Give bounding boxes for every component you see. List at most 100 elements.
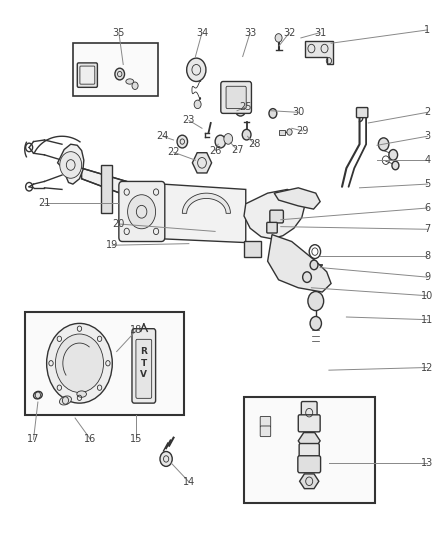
Ellipse shape (33, 391, 42, 399)
Text: 28: 28 (248, 139, 260, 149)
FancyBboxPatch shape (298, 443, 318, 458)
FancyBboxPatch shape (297, 415, 319, 432)
Circle shape (302, 272, 311, 282)
Circle shape (391, 161, 398, 169)
Polygon shape (57, 144, 84, 184)
Text: 7: 7 (423, 224, 430, 235)
Circle shape (177, 135, 187, 148)
Polygon shape (244, 189, 304, 239)
FancyBboxPatch shape (269, 210, 283, 223)
Circle shape (186, 58, 205, 82)
Polygon shape (267, 235, 330, 292)
Circle shape (309, 317, 321, 330)
FancyBboxPatch shape (260, 426, 270, 437)
Text: 15: 15 (130, 434, 142, 445)
Circle shape (378, 138, 388, 151)
Bar (25, 312, 184, 415)
Text: 27: 27 (230, 144, 243, 155)
Text: T: T (140, 359, 147, 368)
Polygon shape (274, 188, 319, 209)
Polygon shape (162, 184, 245, 243)
Bar (73, 43, 158, 96)
Text: 25: 25 (239, 102, 251, 112)
Text: 8: 8 (424, 251, 429, 261)
Text: 12: 12 (420, 362, 433, 373)
Circle shape (60, 152, 81, 178)
Text: 1: 1 (424, 25, 429, 35)
Text: 35: 35 (113, 28, 125, 38)
Text: 9: 9 (424, 272, 429, 282)
Text: 20: 20 (113, 219, 125, 229)
Text: 16: 16 (84, 434, 96, 445)
Text: 5: 5 (423, 179, 430, 189)
Text: 33: 33 (244, 28, 256, 38)
Polygon shape (192, 153, 211, 173)
Circle shape (223, 134, 232, 144)
Polygon shape (279, 130, 285, 135)
FancyBboxPatch shape (300, 401, 316, 418)
FancyBboxPatch shape (356, 108, 367, 118)
Text: 18: 18 (130, 325, 142, 335)
Polygon shape (81, 168, 162, 209)
Text: 6: 6 (424, 203, 429, 213)
Polygon shape (304, 41, 332, 64)
Circle shape (215, 135, 225, 148)
Circle shape (268, 109, 276, 118)
Text: 19: 19 (106, 240, 118, 250)
FancyBboxPatch shape (260, 416, 270, 427)
FancyBboxPatch shape (297, 456, 320, 473)
Polygon shape (299, 474, 318, 489)
FancyBboxPatch shape (226, 86, 246, 109)
Circle shape (127, 195, 155, 229)
Circle shape (309, 260, 317, 270)
Circle shape (132, 82, 138, 90)
Polygon shape (182, 193, 230, 213)
Text: 23: 23 (182, 115, 194, 125)
Text: V: V (140, 370, 147, 379)
FancyBboxPatch shape (136, 340, 151, 398)
FancyBboxPatch shape (77, 63, 97, 87)
Text: 31: 31 (313, 28, 325, 38)
Text: 26: 26 (208, 146, 221, 156)
Text: 2: 2 (423, 107, 430, 117)
Text: 3: 3 (424, 131, 429, 141)
Text: 11: 11 (420, 314, 432, 325)
Polygon shape (297, 433, 319, 449)
Text: 21: 21 (38, 198, 50, 208)
Circle shape (242, 130, 251, 140)
Ellipse shape (59, 396, 71, 405)
Circle shape (194, 100, 201, 109)
Circle shape (388, 150, 397, 160)
Text: 22: 22 (167, 147, 180, 157)
Text: 30: 30 (291, 107, 304, 117)
FancyBboxPatch shape (220, 82, 251, 114)
Circle shape (235, 103, 245, 116)
Circle shape (307, 292, 323, 311)
FancyBboxPatch shape (119, 181, 164, 241)
Text: 32: 32 (283, 28, 295, 38)
FancyBboxPatch shape (80, 66, 95, 84)
Circle shape (275, 34, 282, 42)
FancyBboxPatch shape (132, 329, 155, 403)
Circle shape (159, 451, 172, 466)
Circle shape (115, 68, 124, 80)
Circle shape (286, 129, 291, 135)
Ellipse shape (77, 391, 86, 397)
Text: 14: 14 (182, 477, 194, 487)
Bar (243, 397, 374, 503)
Text: 29: 29 (296, 126, 308, 136)
Text: 17: 17 (27, 434, 39, 445)
Ellipse shape (126, 79, 134, 84)
Polygon shape (243, 241, 261, 257)
Text: 34: 34 (195, 28, 208, 38)
Text: R: R (140, 347, 147, 356)
Text: 24: 24 (156, 131, 169, 141)
Polygon shape (101, 165, 112, 213)
Circle shape (46, 324, 112, 403)
Text: 13: 13 (420, 458, 432, 468)
Circle shape (55, 334, 103, 392)
Text: 10: 10 (420, 290, 432, 301)
FancyBboxPatch shape (266, 222, 277, 233)
Text: 4: 4 (424, 155, 429, 165)
Polygon shape (121, 184, 162, 239)
